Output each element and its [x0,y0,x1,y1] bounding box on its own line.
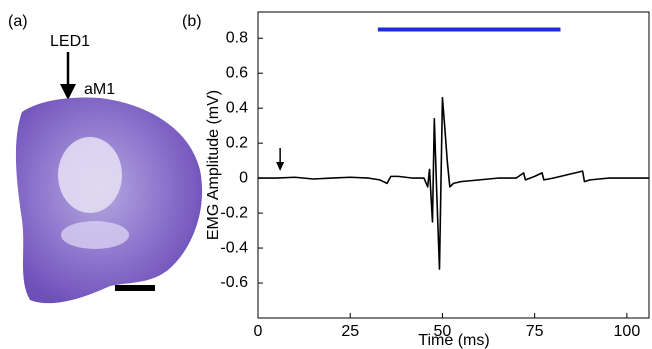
y-tick-label: 0.4 [226,99,248,116]
tissue [61,221,129,249]
arrow-head [60,84,76,100]
plot-frame [258,12,649,318]
x-axis-label: Time (ms) [418,332,489,349]
x-tick-label: 25 [341,323,359,340]
tissue [58,137,122,213]
y-tick-label: -0.6 [220,274,248,291]
y-tick-label: 0.2 [226,134,248,151]
y-tick-label: -0.2 [220,204,248,221]
x-tick-label: 75 [526,323,544,340]
x-tick-label: 0 [254,323,263,340]
y-tick-label: -0.4 [220,239,248,256]
x-tick-label: 100 [614,323,641,340]
onset-arrow-head [276,162,284,171]
scale-bar [115,285,155,291]
annotation: LED1 [50,33,90,50]
annotation: aM1 [84,81,115,98]
y-tick-label: 0.6 [226,64,248,81]
panel-label: (b) [182,13,202,30]
y-tick-label: 0 [239,169,248,186]
panel-label: (a) [8,13,28,30]
x-tick-label: 50 [434,323,452,340]
figure: (a) LED1 aM1 (b) EMG Amplitude (mV) Time… [0,0,652,349]
y-tick-label: 0.8 [226,29,248,46]
emg-trace [258,98,649,269]
